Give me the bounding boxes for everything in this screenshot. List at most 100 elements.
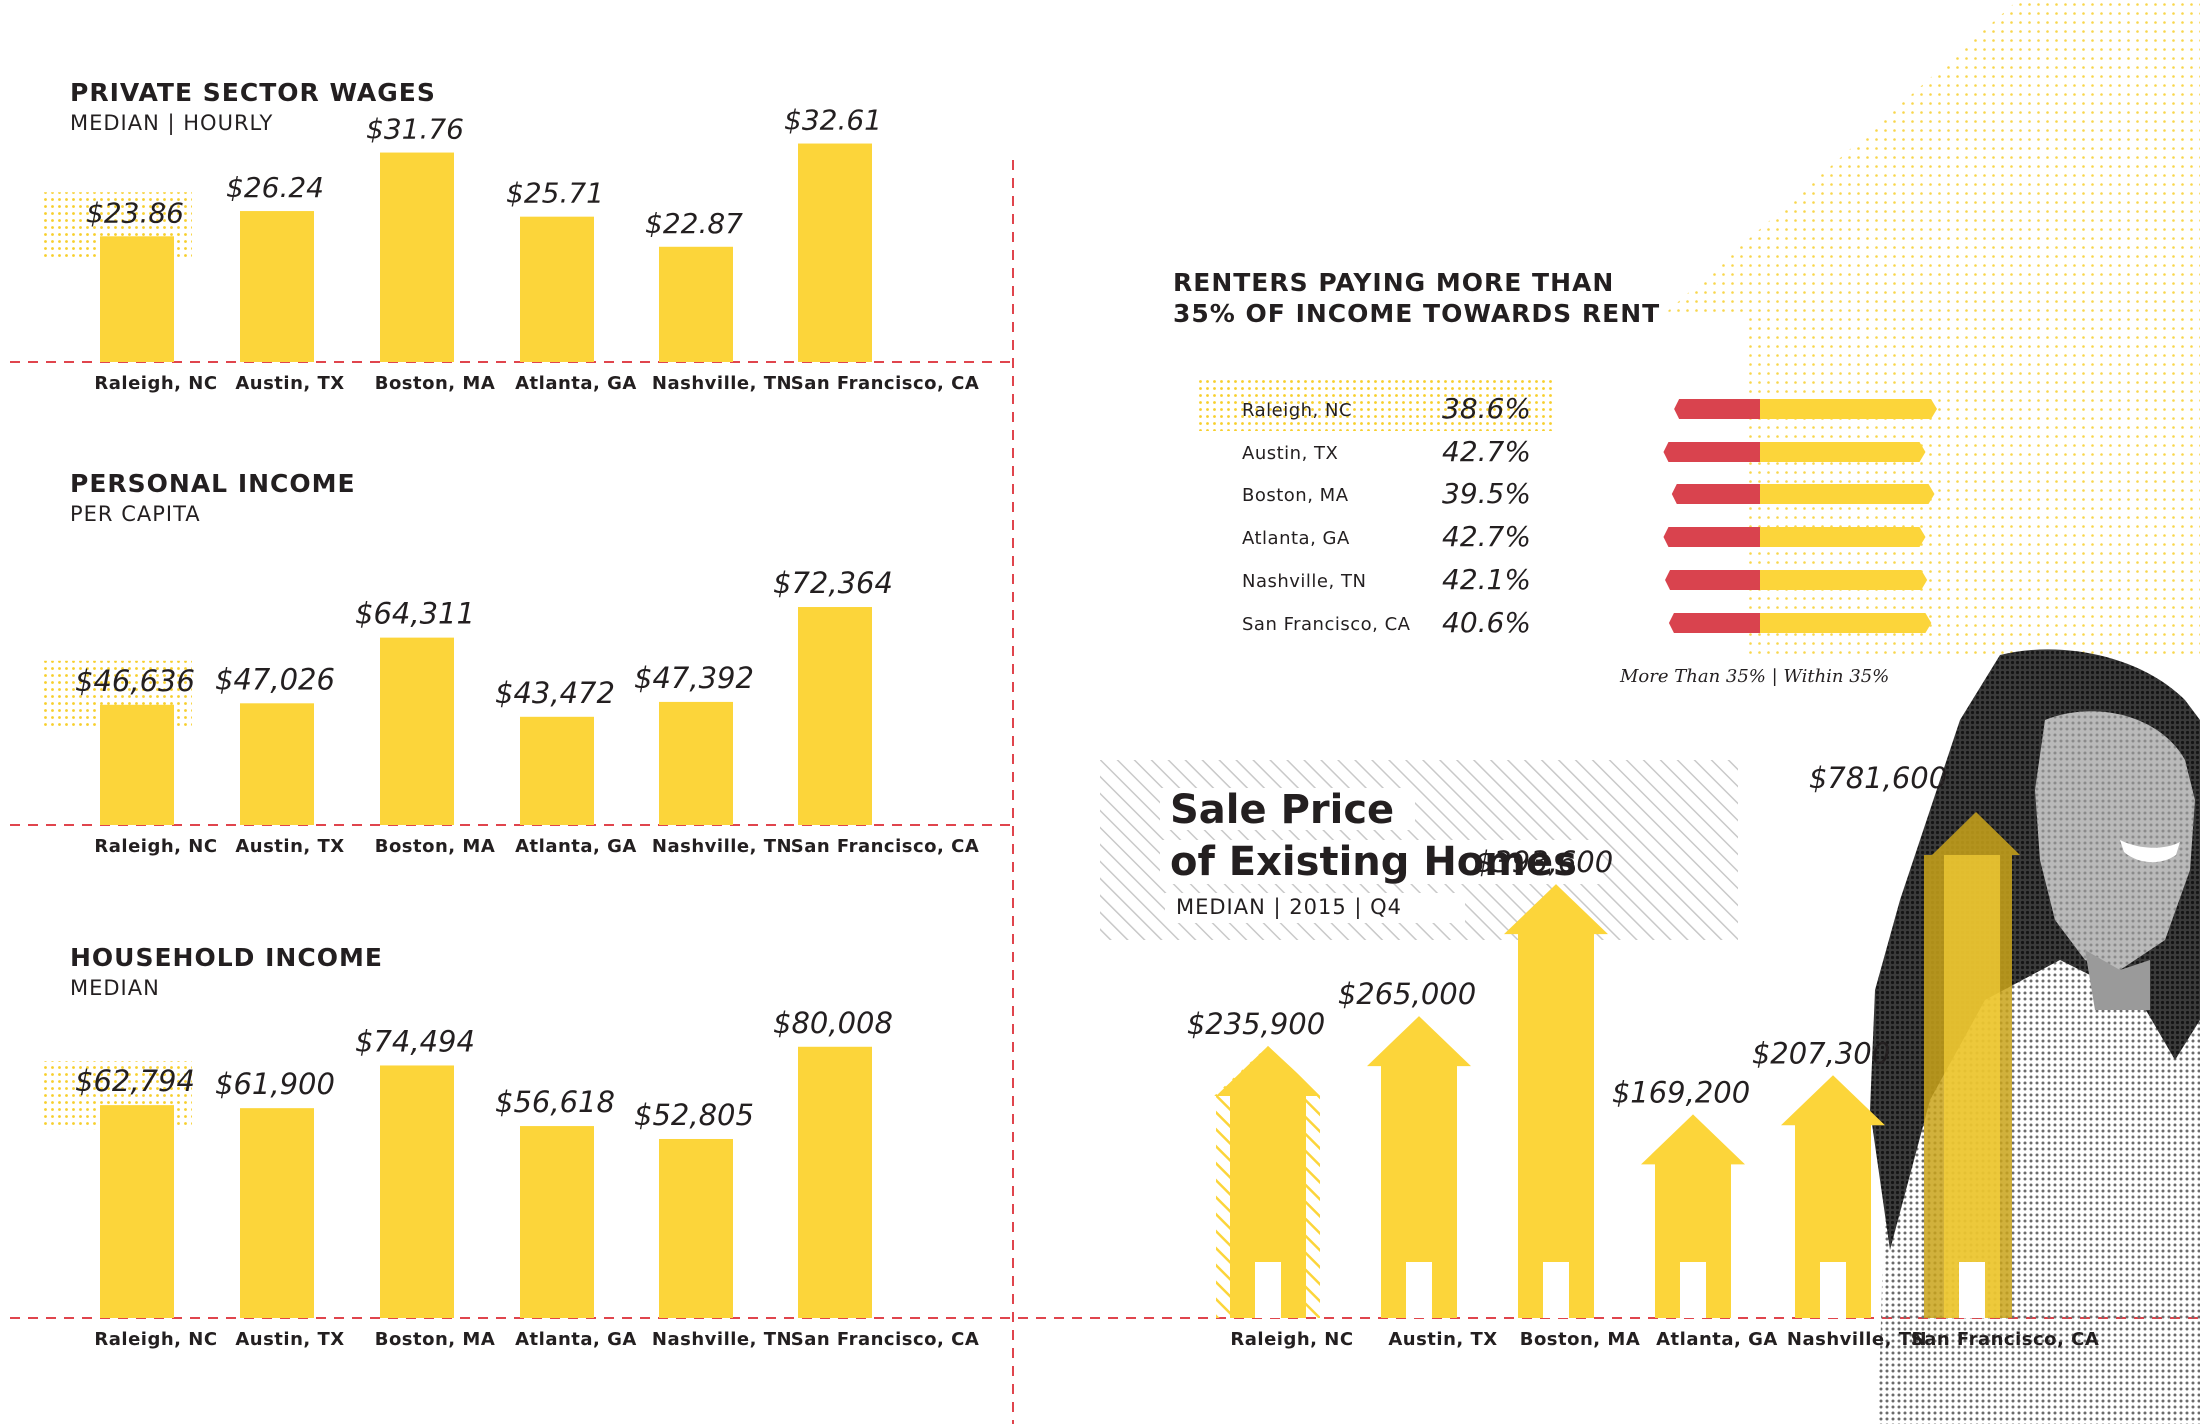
wages-bar xyxy=(659,246,733,362)
sale-category-label: Austin, TX xyxy=(1388,1329,1497,1350)
personal-category-label: Austin, TX xyxy=(235,836,344,857)
personal-value-label: $47,026 xyxy=(215,662,335,696)
personal-value-label: $46,636 xyxy=(75,664,195,698)
wages-category-label: Boston, MA xyxy=(375,373,496,394)
sale-price-chart: $235,900 Raleigh, NC $265,000 Austin, TX $39… xyxy=(1187,761,2099,1350)
renters-within-bar xyxy=(1760,442,1926,462)
wages-value-label: $22.87 xyxy=(645,207,743,240)
renters-more-bar xyxy=(1668,613,1760,633)
renters-more-bar xyxy=(1674,399,1760,419)
household-category-label: Nashville, TN xyxy=(652,1329,792,1350)
sale-category-label: Raleigh, NC xyxy=(1230,1329,1353,1350)
personal-category-label: Atlanta, GA xyxy=(515,836,637,857)
sale-subtitle: MEDIAN | 2015 | Q4 xyxy=(1176,895,1403,919)
personal-bar xyxy=(798,607,872,825)
sale-house-bar xyxy=(1367,1016,1471,1318)
personal-category-label: Raleigh, NC xyxy=(94,836,217,857)
renters-value-label: 38.6% xyxy=(1442,392,1531,425)
household-bar xyxy=(659,1138,733,1318)
wages-value-label: $23.86 xyxy=(86,196,184,229)
sale-value-label: $781,600 xyxy=(1809,761,1947,795)
household-category-label: Raleigh, NC xyxy=(94,1329,217,1350)
personal-bar xyxy=(100,704,174,825)
wages-value-label: $32.61 xyxy=(784,104,882,137)
wages-chart: $23.86 Raleigh, NC $26.24 Austin, TX $31.76 B… xyxy=(40,104,979,394)
personal-category-label: Nashville, TN xyxy=(652,836,792,857)
sale-title-bg-1 xyxy=(1160,788,1415,830)
household-bar xyxy=(380,1065,454,1318)
personal-bar xyxy=(240,703,314,825)
household-category-label: San Francisco, CA xyxy=(791,1329,980,1350)
sale-value-label: $265,000 xyxy=(1338,977,1476,1011)
household-category-label: Boston, MA xyxy=(375,1329,496,1350)
personal-chart: $46,636 Raleigh, NC $47,026 Austin, TX $64,3… xyxy=(40,566,979,857)
renters-category-label: Nashville, TN xyxy=(1242,571,1366,592)
sale-value-label: $235,900 xyxy=(1187,1007,1325,1041)
sale-category-label: Nashville, TN xyxy=(1787,1329,1927,1350)
renters-legend: More Than 35% | Within 35% xyxy=(1620,666,1890,687)
household-bar xyxy=(520,1126,594,1318)
sale-house-door xyxy=(1820,1262,1846,1318)
household-value-label: $61,900 xyxy=(215,1067,335,1101)
personal-value-label: $43,472 xyxy=(495,676,615,710)
sale-house-bar xyxy=(1781,1075,1885,1318)
personal-bar xyxy=(520,716,594,825)
household-category-label: Austin, TX xyxy=(235,1329,344,1350)
household-category-label: Atlanta, GA xyxy=(515,1329,637,1350)
wages-bar xyxy=(240,211,314,362)
wages-category-label: Austin, TX xyxy=(235,373,344,394)
personal-value-label: $47,392 xyxy=(634,661,754,695)
sale-title-line2: of Existing Homes xyxy=(1170,839,1577,885)
sale-category-label: Atlanta, GA xyxy=(1656,1329,1778,1350)
sale-house-door xyxy=(1255,1262,1281,1318)
renters-value-label: 40.6% xyxy=(1442,606,1531,639)
personal-bar xyxy=(380,637,454,825)
wages-bar xyxy=(520,216,594,362)
background-house-shape xyxy=(1660,0,2200,660)
wages-category-label: Nashville, TN xyxy=(652,373,792,394)
wages-bar xyxy=(798,143,872,362)
renters-within-bar xyxy=(1760,399,1938,419)
wages-title: PRIVATE SECTOR WAGES xyxy=(70,78,436,107)
wages-bar xyxy=(100,236,174,362)
household-value-label: $62,794 xyxy=(75,1064,195,1098)
household-value-label: $56,618 xyxy=(495,1085,615,1119)
renters-within-bar xyxy=(1760,484,1935,504)
sale-house-bar xyxy=(1216,1045,1320,1318)
renters-category-label: San Francisco, CA xyxy=(1242,614,1411,635)
household-value-label: $52,805 xyxy=(634,1098,754,1132)
woman-photo xyxy=(1870,649,2200,1424)
sale-value-label: $169,200 xyxy=(1612,1075,1750,1109)
household-value-label: $80,008 xyxy=(773,1006,893,1040)
personal-category-label: Boston, MA xyxy=(375,836,496,857)
renters-within-bar xyxy=(1760,570,1928,590)
renters-chart: Raleigh, NC 38.6% Austin, TX 42.7% Boston, M… xyxy=(1196,379,1938,639)
household-bar xyxy=(798,1046,872,1318)
wages-subtitle: MEDIAN | HOURLY xyxy=(70,111,274,135)
household-title: HOUSEHOLD INCOME xyxy=(70,943,383,972)
renters-more-bar xyxy=(1663,442,1760,462)
renters-more-bar xyxy=(1663,527,1760,547)
personal-value-label: $64,311 xyxy=(355,597,475,631)
wages-bar xyxy=(380,152,454,362)
renters-more-bar xyxy=(1671,484,1760,504)
sale-title-bg-3 xyxy=(1165,893,1465,923)
household-bar xyxy=(100,1105,174,1318)
renters-category-label: Raleigh, NC xyxy=(1242,400,1352,421)
household-value-label: $74,494 xyxy=(355,1024,475,1058)
wages-value-label: $26.24 xyxy=(226,171,324,204)
sale-house-door xyxy=(1959,1262,1985,1318)
renters-value-label: 39.5% xyxy=(1442,477,1531,510)
renters-within-bar xyxy=(1760,613,1932,633)
renters-more-bar xyxy=(1665,570,1760,590)
personal-value-label: $72,364 xyxy=(773,566,893,600)
sale-value-label: $393,600 xyxy=(1475,845,1613,879)
sale-category-label: Boston, MA xyxy=(1520,1329,1641,1350)
personal-subtitle: PER CAPITA xyxy=(70,502,201,526)
sale-value-label: $207,300 xyxy=(1752,1036,1890,1070)
household-chart: $62,794 Raleigh, NC $61,900 Austin, TX $74,4… xyxy=(40,1006,979,1350)
household-subtitle: MEDIAN xyxy=(70,976,160,1000)
renters-title-line2: 35% OF INCOME TOWARDS RENT xyxy=(1173,299,1661,328)
sale-title-line1: Sale Price xyxy=(1170,787,1395,833)
